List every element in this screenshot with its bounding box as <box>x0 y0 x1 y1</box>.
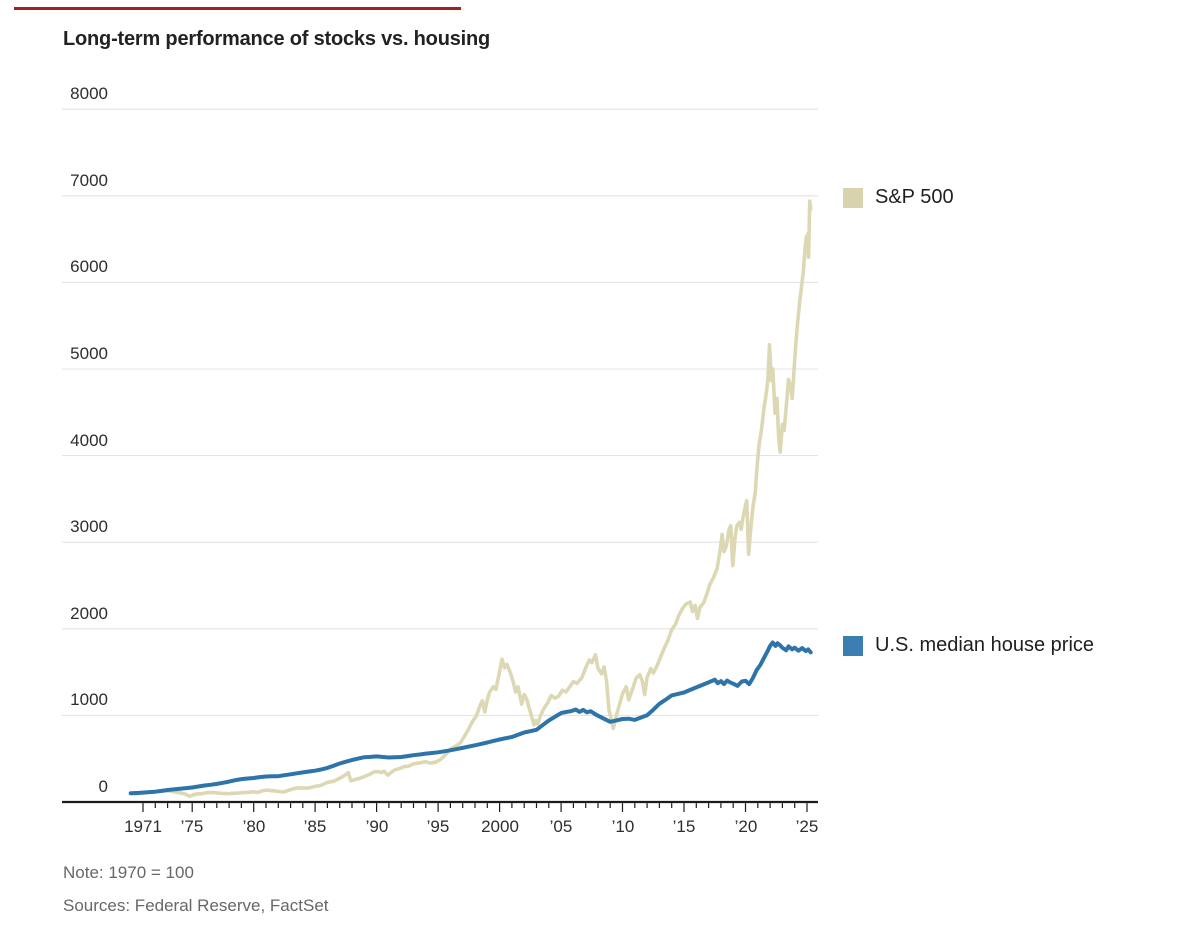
y-axis-label: 0 <box>98 777 108 796</box>
x-axis-label: ’75 <box>180 817 204 836</box>
x-axis-label: ’10 <box>611 817 635 836</box>
y-axis-label: 4000 <box>70 431 108 450</box>
legend-label-house-price: U.S. median house price <box>875 634 1095 656</box>
legend-item-sp500: S&P 500 <box>843 186 954 209</box>
house-price-swatch-icon <box>843 635 863 656</box>
x-axis-label: ’05 <box>549 817 573 836</box>
gridlines <box>62 108 818 716</box>
x-axis-label: 1971 <box>124 817 162 836</box>
x-axis-label: ’15 <box>672 817 696 836</box>
house-price-line <box>128 640 813 796</box>
page-title: Long-term performance of stocks vs. hous… <box>63 28 491 50</box>
x-axis-label: ’20 <box>734 817 758 836</box>
accent-bar <box>14 7 461 10</box>
legend-label-sp500: S&P 500 <box>875 186 954 208</box>
y-axis-label: 7000 <box>70 171 108 190</box>
sp500-line <box>128 199 813 799</box>
y-axis-label: 5000 <box>70 344 108 363</box>
y-axis-label: 2000 <box>70 604 108 623</box>
sp500-swatch-icon <box>843 187 863 208</box>
chart-note: Note: 1970 = 100 <box>63 863 194 882</box>
x-axis-label: ’80 <box>242 817 266 836</box>
y-axis-label: 8000 <box>70 84 108 103</box>
y-axis-label: 6000 <box>70 257 108 276</box>
x-axis-label: ’95 <box>426 817 450 836</box>
x-axis-label: ’85 <box>303 817 327 836</box>
x-axis-label: ’90 <box>365 817 389 836</box>
y-axis-label: 3000 <box>70 517 108 536</box>
chart-sources: Sources: Federal Reserve, FactSet <box>63 896 329 915</box>
legend-item-house-price: U.S. median house price <box>843 634 1094 657</box>
y-axis-label: 1000 <box>70 690 108 709</box>
x-axis-label: 2000 <box>481 817 519 836</box>
x-axis <box>62 800 818 812</box>
x-axis-label: ’25 <box>795 817 819 836</box>
